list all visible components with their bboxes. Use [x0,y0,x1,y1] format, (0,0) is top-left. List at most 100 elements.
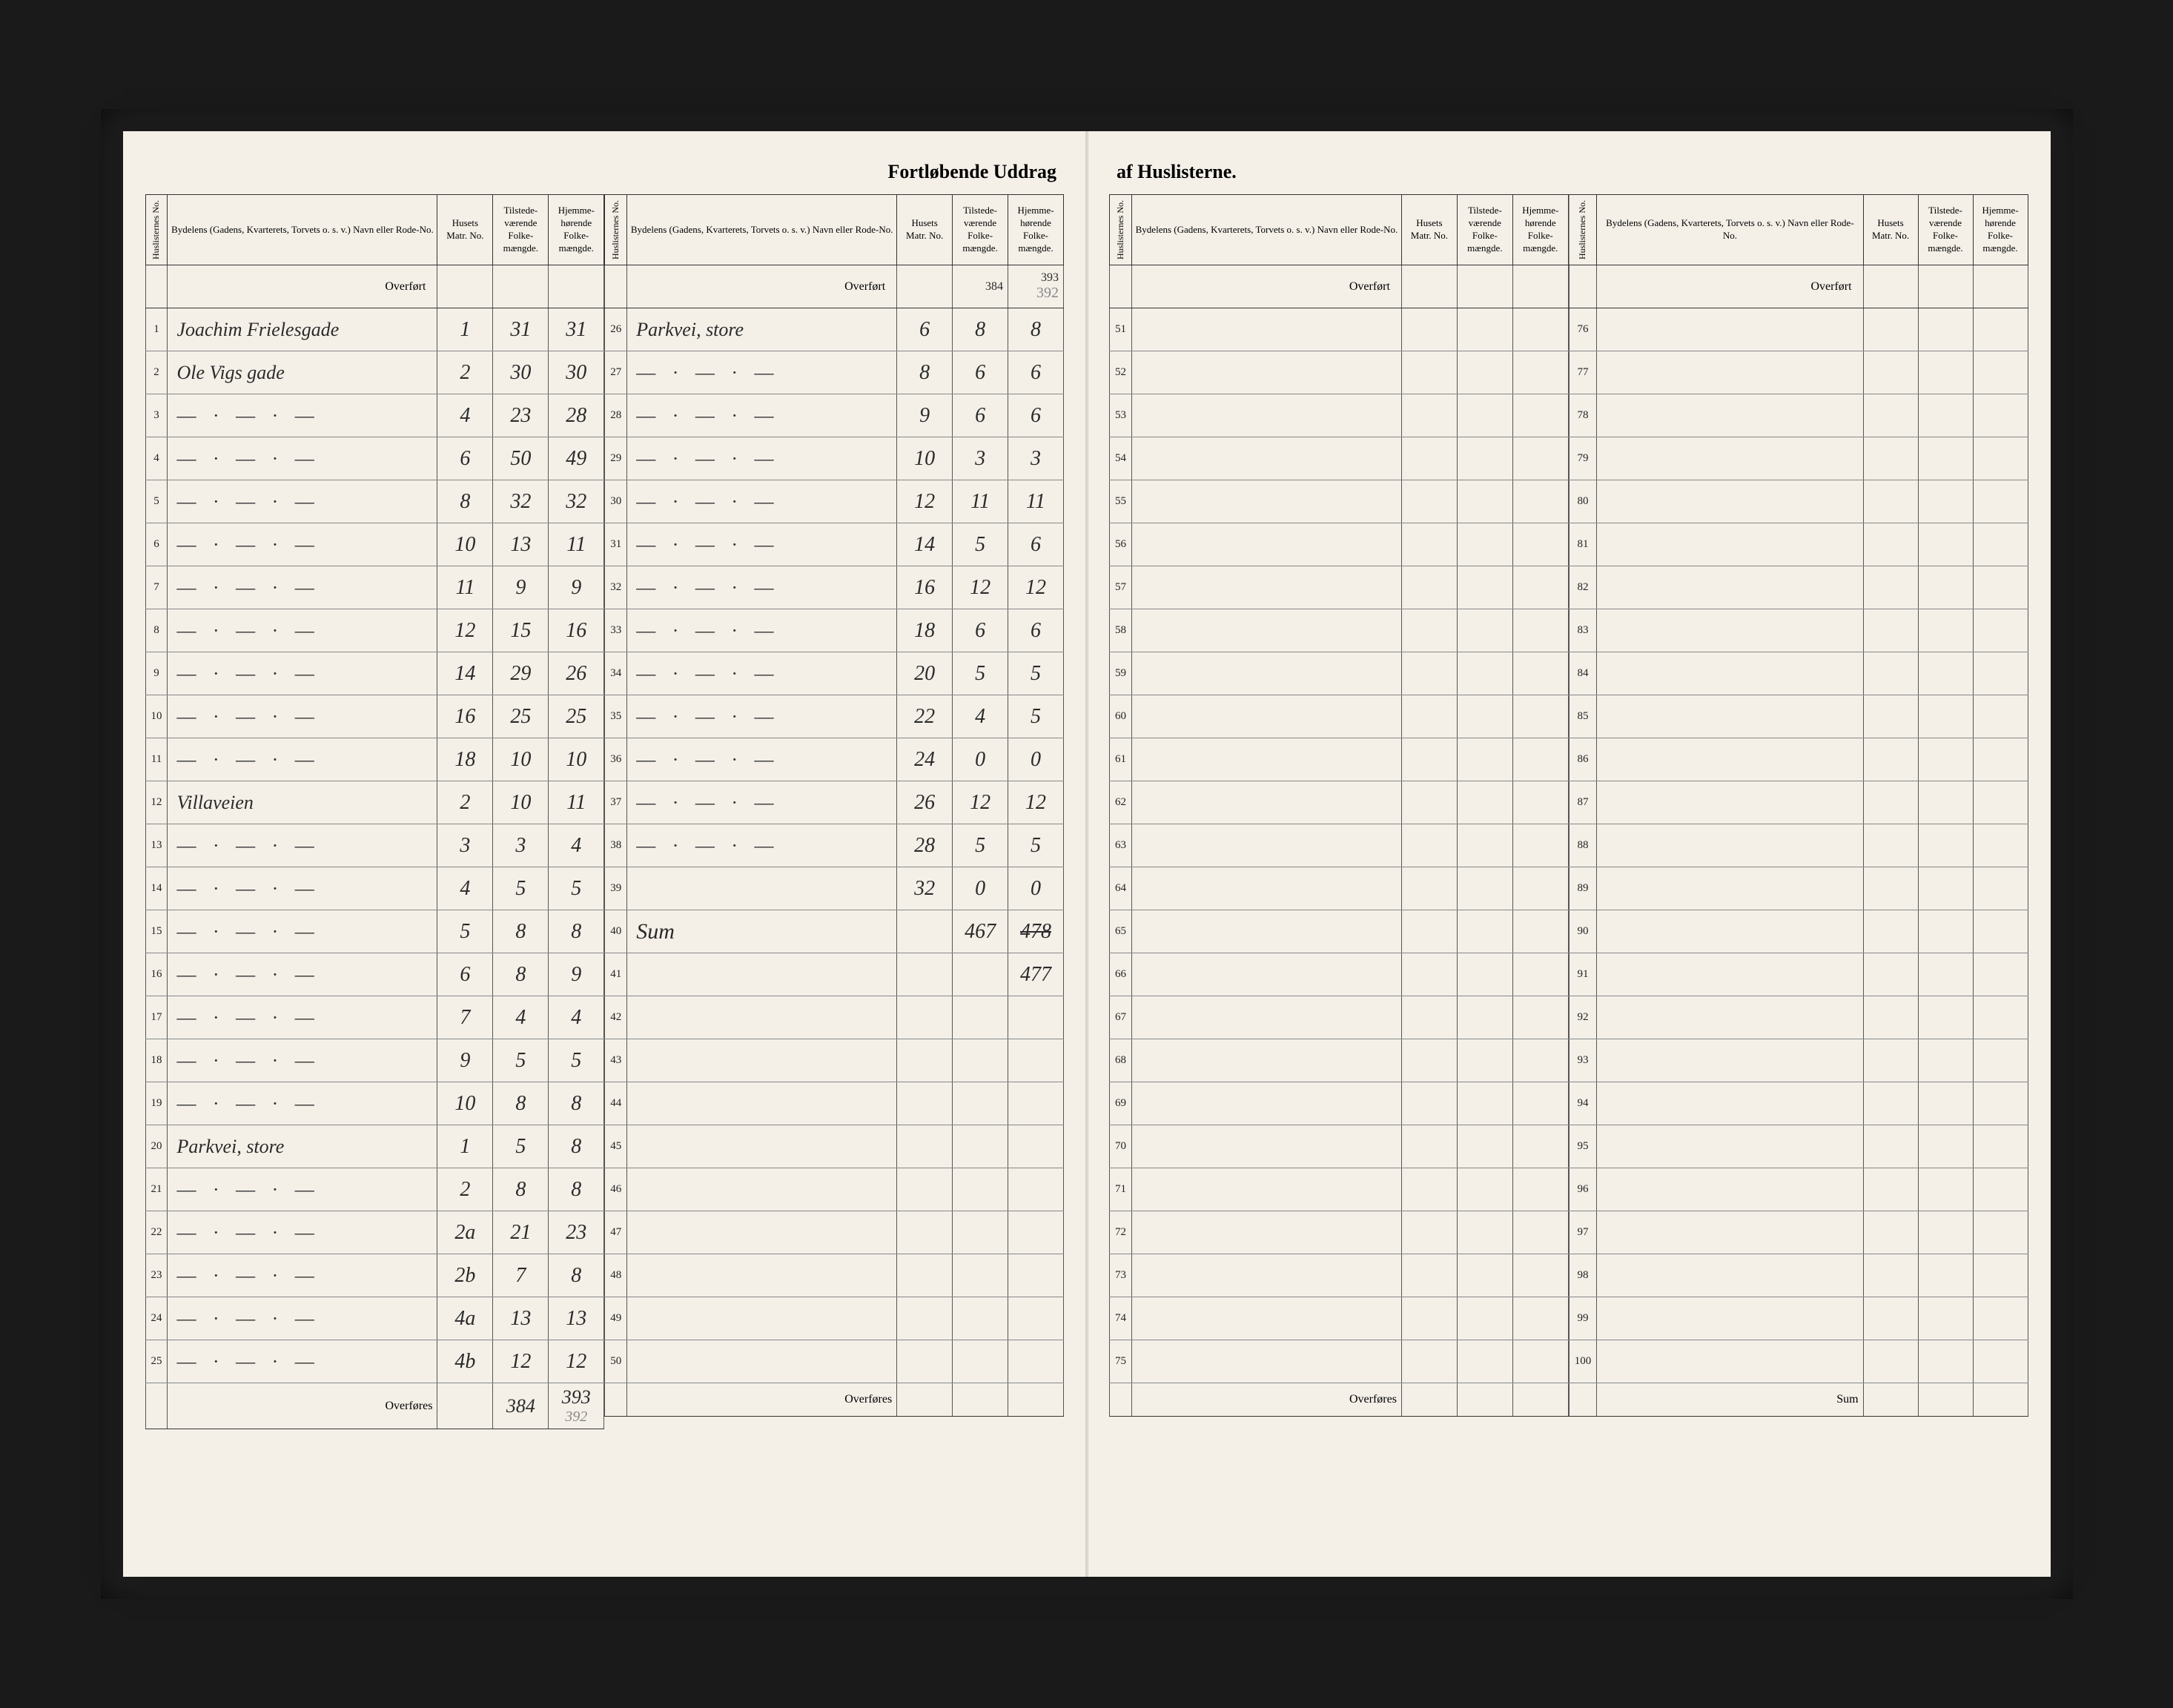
ledger-row: 17 — · — · — 7 4 4 [145,996,604,1039]
matr-cell [1863,824,1918,867]
ledger-row: 100 [1569,1340,2028,1383]
street-cell [627,1297,897,1340]
col-hjemme: Hjemme- hørende Folke- mængde. [1973,195,2028,265]
col-husets-matr: Husets Matr. No. [897,195,953,265]
ledger-row: 22 — · — · — 2a 21 23 [145,1211,604,1254]
matr-cell [1401,523,1457,566]
row-number: 95 [1569,1125,1597,1168]
tilstede-cell [1457,910,1512,953]
row-number: 59 [1110,652,1132,695]
overfort-tilstede [1457,265,1512,308]
matr-cell [1863,1297,1918,1340]
street-cell: — · — · — [627,523,897,566]
hjemme-cell: 9 [549,566,604,609]
hjemme-cell: 11 [549,781,604,824]
street-cell [1131,523,1401,566]
overfort-label: Overført [168,265,437,308]
ledger-table-3: Huslisternes No. Bydelens (Gadens, Kvart… [1109,194,1569,1417]
matr-cell [1401,824,1457,867]
matr-cell: 4 [437,867,493,910]
ledger-row: 58 [1110,609,1569,652]
ledger-row: 69 [1110,1082,1569,1125]
hjemme-cell [1512,308,1568,351]
row-number: 80 [1569,480,1597,523]
matr-cell: 16 [897,566,953,609]
ledger-row: 38 — · — · — 28 5 5 [605,824,1064,867]
hjemme-cell [1512,1211,1568,1254]
street-cell: — · — · — [168,1211,437,1254]
tilstede-cell: 13 [493,1297,549,1340]
ledger-row: 18 — · — · — 9 5 5 [145,1039,604,1082]
street-cell [1597,480,1863,523]
overfort-matr [1863,265,1918,308]
ledger-row: 31 — · — · — 14 5 6 [605,523,1064,566]
row-number: 4 [145,437,168,480]
matr-cell [1863,953,1918,996]
row-number: 23 [145,1254,168,1297]
hjemme-cell [1973,437,2028,480]
street-cell [627,1340,897,1383]
ledger-row: 67 [1110,996,1569,1039]
tilstede-cell [1918,738,1973,781]
ledger-row: 6 — · — · — 10 13 11 [145,523,604,566]
ledger-row: 29 — · — · — 10 3 3 [605,437,1064,480]
row-number: 35 [605,695,627,738]
ledger-row: 87 [1569,781,2028,824]
ledger-row: 93 [1569,1039,2028,1082]
tilstede-cell [1457,996,1512,1039]
tilstede-cell [1457,953,1512,996]
matr-cell [1401,738,1457,781]
ledger-row: 20 Parkvei, store 1 5 8 [145,1125,604,1168]
tilstede-cell: 8 [493,1168,549,1211]
matr-cell: 4 [437,394,493,437]
col-husets-matr: Husets Matr. No. [437,195,493,265]
matr-cell: 6 [437,953,493,996]
hjemme-cell: 0 [1008,738,1064,781]
row-number: 48 [605,1254,627,1297]
footer-hjemme: 393392 [549,1383,604,1429]
tilstede-cell: 30 [493,351,549,394]
row-number: 56 [1110,523,1132,566]
row-number: 43 [605,1039,627,1082]
overfort-matr [1401,265,1457,308]
street-cell [1131,351,1401,394]
matr-cell: 10 [897,437,953,480]
matr-cell [897,910,953,953]
ledger-row: 95 [1569,1125,2028,1168]
row-number: 22 [145,1211,168,1254]
tilstede-cell [953,1125,1008,1168]
matr-cell [897,1039,953,1082]
col-huslisternes-no: Huslisternes No. [1569,195,1597,265]
hjemme-cell: 49 [549,437,604,480]
row-number: 31 [605,523,627,566]
tilstede-cell [1918,910,1973,953]
hjemme-cell [1973,351,2028,394]
ledger-row: 59 [1110,652,1569,695]
tilstede-cell: 3 [493,824,549,867]
street-cell [627,1082,897,1125]
overfort-hjemme [549,265,604,308]
col-husets-matr: Husets Matr. No. [1863,195,1918,265]
hjemme-cell [1973,910,2028,953]
street-cell [1131,953,1401,996]
row-number: 69 [1110,1082,1132,1125]
ledger-row: 61 [1110,738,1569,781]
hjemme-cell [1512,566,1568,609]
street-cell: — · — · — [627,781,897,824]
row-number: 28 [605,394,627,437]
row-number: 98 [1569,1254,1597,1297]
row-number: 73 [1110,1254,1132,1297]
tilstede-cell: 10 [493,781,549,824]
overfort-label: Overført [1131,265,1401,308]
street-cell [627,996,897,1039]
row-number: 94 [1569,1082,1597,1125]
row-number: 12 [145,781,168,824]
matr-cell: 22 [897,695,953,738]
tilstede-cell [1457,695,1512,738]
tilstede-cell [1918,394,1973,437]
tilstede-cell [953,1082,1008,1125]
matr-cell: 20 [897,652,953,695]
row-number: 82 [1569,566,1597,609]
hjemme-cell: 8 [549,910,604,953]
row-number: 54 [1110,437,1132,480]
